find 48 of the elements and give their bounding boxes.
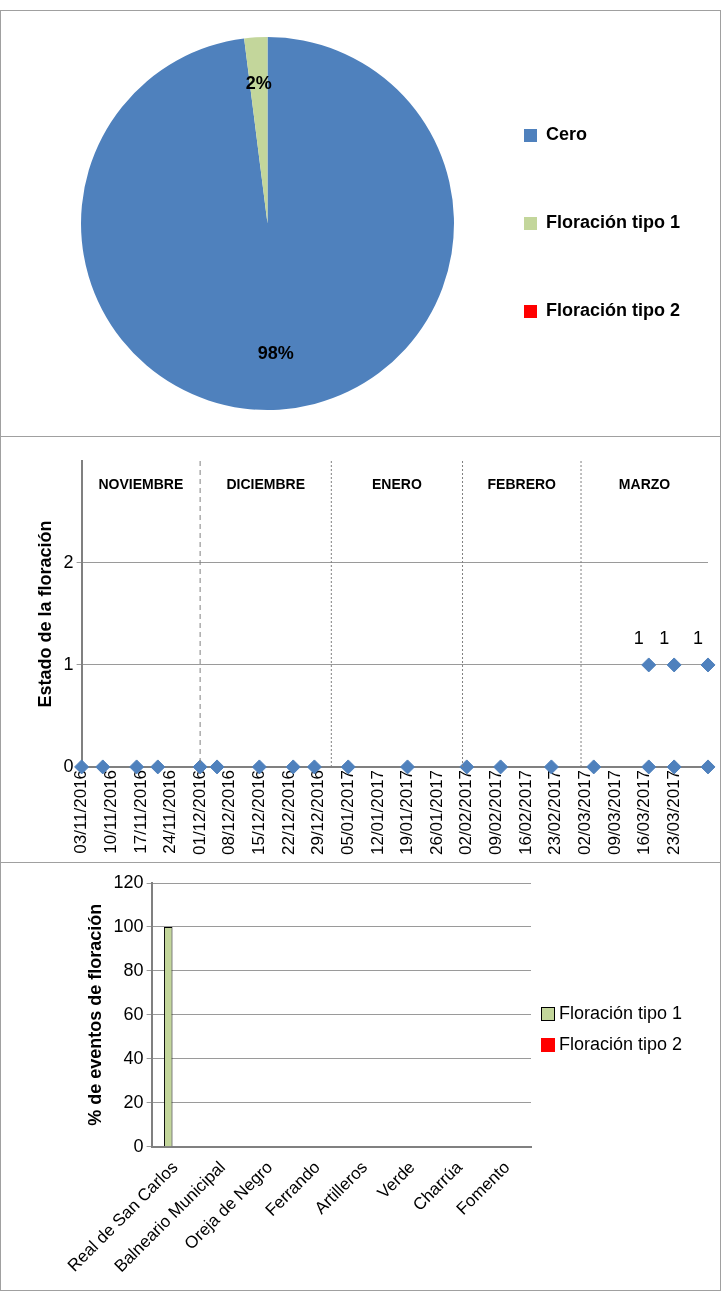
annotation: FEBRERO [487,475,557,492]
x-tick-label: 05/01/2017 [337,769,357,856]
x-tick-label: 22/12/2016 [278,769,298,856]
data-label: 98% [257,342,294,363]
data-label: 2% [245,72,272,93]
annotation: DICIEMBRE [226,475,305,492]
y-tick-label: 40 [123,1047,144,1068]
y-tick-label: 2 [63,551,74,572]
y-tick-label: 0 [133,1135,144,1156]
x-tick-label: 03/11/2016 [71,769,91,854]
annotation: MARZO [618,475,671,492]
y-tick-label: 60 [123,1003,144,1024]
x-tick-label: 17/11/2016 [130,769,150,854]
y-tick-label: 120 [113,871,144,892]
y-tick-label: 0 [63,755,74,776]
annotation: ENERO [372,475,422,492]
x-tick-label: 15/12/2016 [249,769,269,856]
x-tick-label: 16/03/2017 [634,769,654,856]
x-tick-label: 09/02/2017 [486,769,506,856]
x-tick-label: 26/01/2017 [426,769,446,856]
legend-label: Floración tipo 1 [559,1003,683,1024]
x-tick-label: 10/11/2016 [100,769,120,854]
x-tick-label: 19/01/2017 [397,769,417,856]
annotation: NOVIEMBRE [98,475,184,492]
x-tick-label: 09/03/2017 [604,769,624,856]
legend-label: Floración tipo 2 [559,1034,683,1055]
legend-label: Floración tipo 1 [545,212,681,233]
x-tick-label: 02/03/2017 [574,769,594,856]
data-label: 1 [659,627,670,648]
y-tick-label: 80 [123,959,144,980]
data-label: 1 [633,627,644,648]
x-tick-label: 24/11/2016 [160,769,180,854]
y-tick-label: 100 [113,915,144,936]
y-tick-label: 20 [123,1091,144,1112]
legend-label: Cero [545,124,588,145]
y-tick-label: 1 [63,653,74,674]
x-tick-label: 08/12/2016 [219,769,239,856]
x-tick-label: 01/12/2016 [189,769,209,856]
data-label: 1 [692,627,704,648]
y-axis-title: Estado de la floración [34,520,55,708]
x-tick-label: 16/02/2017 [515,769,535,856]
x-tick-label: 29/12/2016 [308,769,328,856]
legend-label: Floración tipo 2 [545,300,681,321]
x-tick-label: 23/03/2017 [663,769,683,856]
x-tick-label: 02/02/2017 [456,769,476,856]
x-tick-label: 23/02/2017 [545,769,565,856]
x-tick-label: 12/01/2017 [367,769,387,856]
y-axis-title: % de eventos de floración [84,903,105,1126]
